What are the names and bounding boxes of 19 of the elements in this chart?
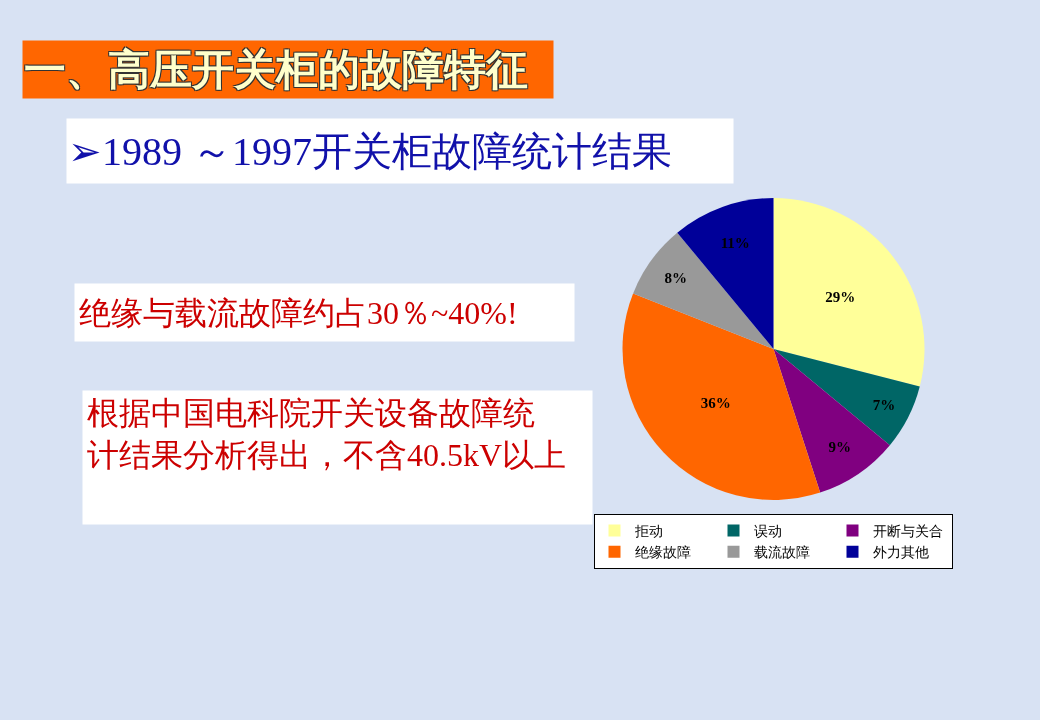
data-label: 11% <box>720 234 750 251</box>
legend-label: 绝缘故障 <box>634 544 691 561</box>
text: 根据中国电科院开关设备故障统计结果分析得出，不含40.5kV以上 <box>87 395 567 473</box>
pie-slice <box>622 293 821 500</box>
chart-subtitle: ➢1989 ～1997开关柜故障统计结果 <box>68 128 672 174</box>
legend-label: 误动 <box>753 523 782 540</box>
data-label: 7% <box>872 397 896 414</box>
data-label: 8% <box>664 269 687 286</box>
legend-label: 外力其他 <box>872 544 929 561</box>
data-label: 9% <box>828 438 852 455</box>
pie-slice <box>773 198 925 387</box>
data-label: 29% <box>825 289 856 306</box>
legend-label: 开断与关合 <box>872 523 943 540</box>
pie-slice <box>633 232 774 349</box>
text: 绝缘与载流故障约占30％~40%! <box>79 294 518 331</box>
legend-label: 载流故障 <box>753 544 810 561</box>
data-label: 36% <box>700 395 731 412</box>
legend-label: 拒动 <box>633 523 663 540</box>
chart-title: 一、高压开关柜的故障特征 <box>24 45 528 94</box>
